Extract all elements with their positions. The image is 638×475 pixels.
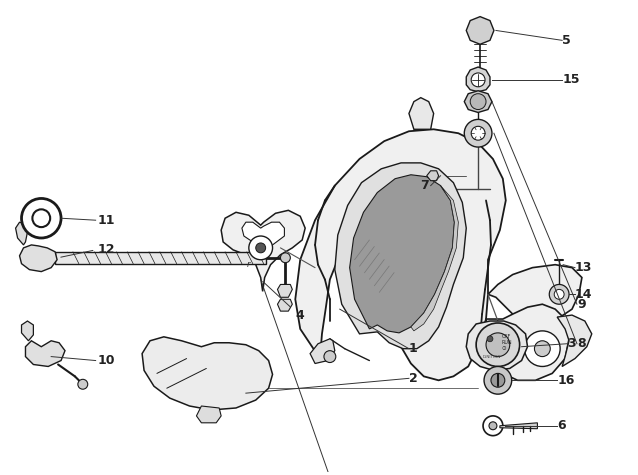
Text: 5: 5 — [562, 34, 571, 47]
Circle shape — [484, 367, 512, 394]
Polygon shape — [464, 91, 492, 113]
Polygon shape — [278, 285, 292, 297]
Polygon shape — [197, 406, 221, 423]
Circle shape — [249, 236, 272, 260]
Polygon shape — [295, 129, 506, 380]
Polygon shape — [221, 210, 305, 291]
Polygon shape — [500, 423, 537, 429]
Circle shape — [256, 243, 265, 253]
Polygon shape — [466, 17, 494, 44]
Polygon shape — [55, 252, 265, 264]
Text: 10: 10 — [98, 354, 115, 367]
Text: 12: 12 — [98, 243, 115, 256]
Circle shape — [486, 333, 510, 357]
Text: 13: 13 — [575, 261, 592, 274]
Polygon shape — [26, 341, 65, 367]
Text: 14: 14 — [575, 288, 593, 301]
Circle shape — [22, 199, 61, 238]
Circle shape — [281, 253, 290, 263]
Circle shape — [549, 285, 569, 304]
Polygon shape — [466, 321, 528, 370]
Circle shape — [471, 126, 485, 140]
Polygon shape — [15, 222, 27, 245]
Polygon shape — [310, 339, 335, 363]
Circle shape — [324, 351, 336, 362]
Polygon shape — [22, 321, 33, 341]
Polygon shape — [486, 304, 569, 380]
Text: 15: 15 — [562, 73, 579, 86]
Text: OFF: OFF — [502, 334, 511, 339]
Text: 1: 1 — [409, 342, 418, 355]
Text: 2: 2 — [409, 372, 418, 385]
Polygon shape — [488, 265, 582, 324]
Circle shape — [471, 73, 485, 87]
Polygon shape — [278, 299, 292, 311]
Text: RUN: RUN — [502, 340, 512, 345]
Circle shape — [476, 323, 519, 367]
Circle shape — [483, 416, 503, 436]
Text: 16: 16 — [557, 374, 575, 387]
Text: 9: 9 — [577, 298, 586, 311]
Polygon shape — [466, 67, 490, 92]
Text: 4: 4 — [263, 281, 304, 322]
Text: IGNITION: IGNITION — [483, 355, 501, 359]
Circle shape — [470, 94, 486, 110]
Text: 8: 8 — [577, 337, 586, 350]
Text: ⊙: ⊙ — [502, 346, 507, 351]
Polygon shape — [409, 98, 434, 129]
Polygon shape — [557, 315, 592, 367]
Text: 3: 3 — [567, 337, 575, 350]
Polygon shape — [350, 175, 454, 333]
Circle shape — [487, 336, 493, 342]
Circle shape — [524, 331, 560, 367]
Circle shape — [464, 119, 492, 147]
Text: 6: 6 — [557, 419, 566, 432]
Text: r: r — [247, 260, 251, 269]
Polygon shape — [242, 222, 285, 255]
Text: 11: 11 — [98, 214, 115, 227]
Circle shape — [489, 422, 497, 430]
Polygon shape — [335, 163, 466, 349]
Circle shape — [491, 373, 505, 387]
Circle shape — [554, 289, 564, 299]
Text: 7: 7 — [420, 179, 429, 192]
Polygon shape — [142, 337, 272, 410]
Polygon shape — [427, 171, 438, 180]
Circle shape — [33, 209, 50, 227]
Polygon shape — [20, 245, 57, 272]
Circle shape — [78, 380, 88, 389]
Polygon shape — [411, 186, 458, 331]
Circle shape — [535, 341, 550, 357]
